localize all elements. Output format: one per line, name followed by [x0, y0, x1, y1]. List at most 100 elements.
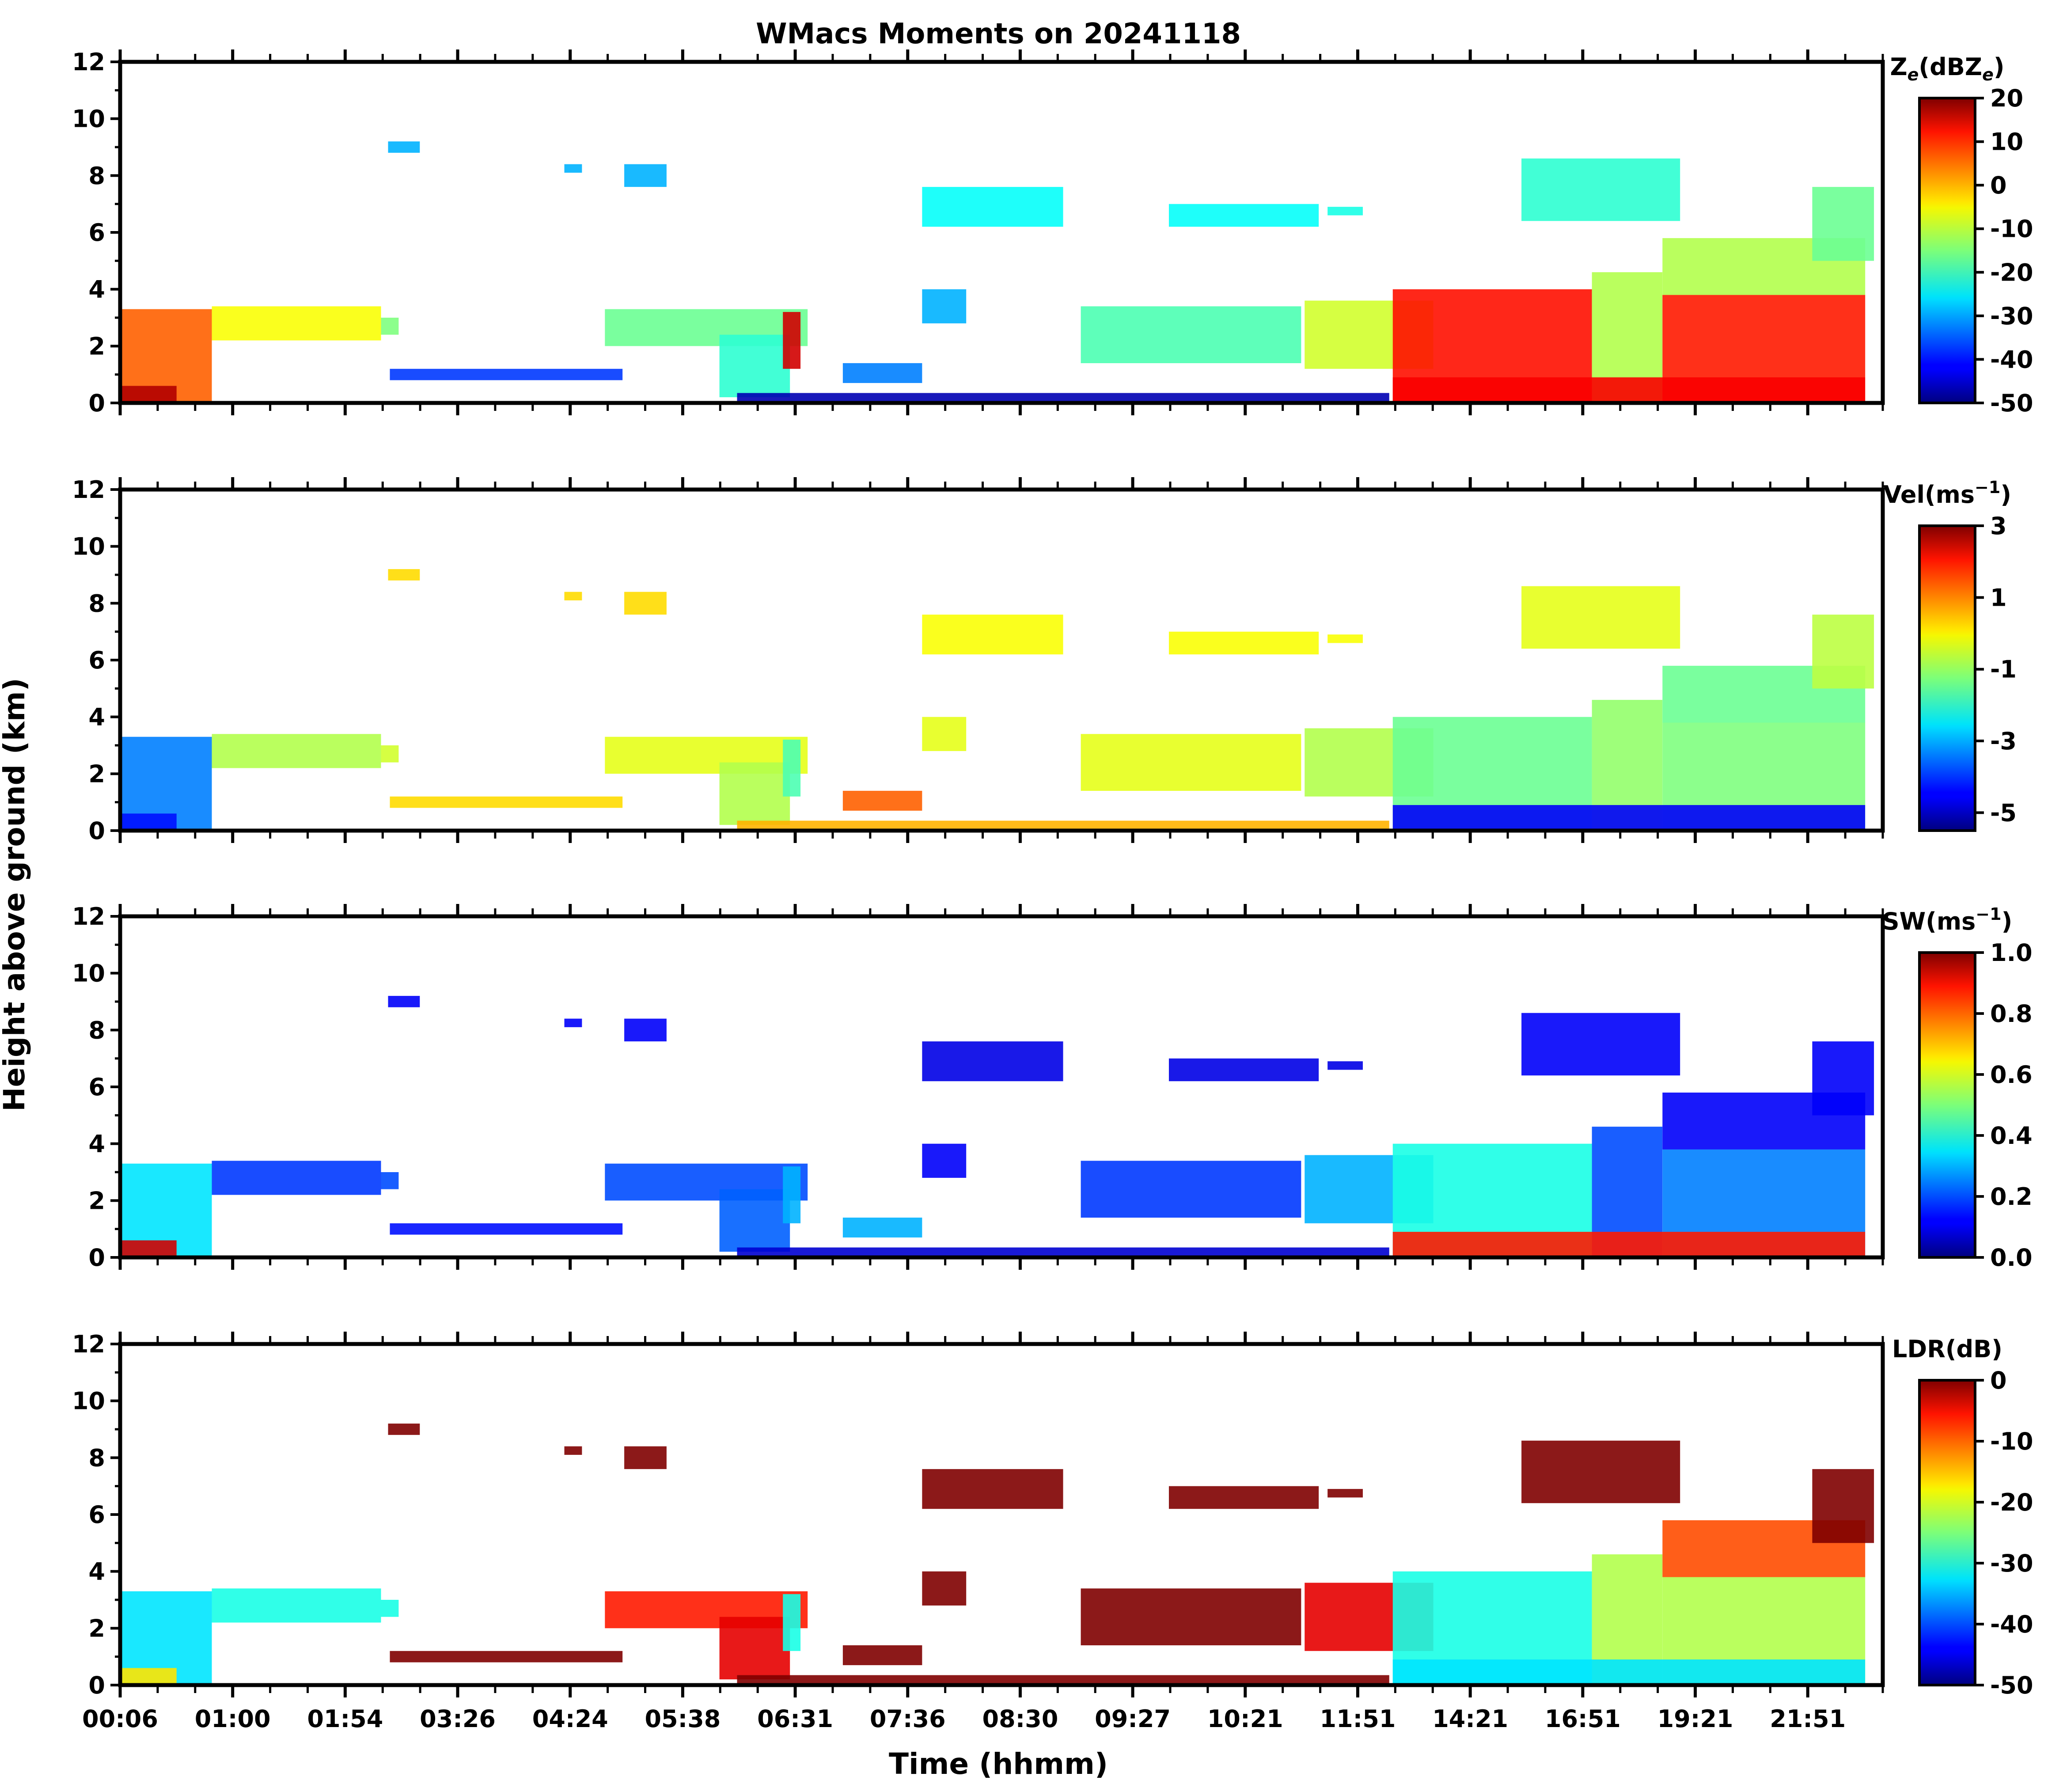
y-tick-label: 10	[72, 960, 105, 987]
cloud-region-16	[1327, 207, 1363, 216]
cloud-region-9	[719, 1617, 790, 1680]
colorbar-tick-label: 20	[1990, 84, 2023, 112]
cloud-region-13	[922, 289, 967, 323]
cloud-region-2	[120, 1240, 177, 1257]
x-tick-label: 16:51	[1545, 1705, 1621, 1733]
x-tick-label: 21:51	[1770, 1705, 1846, 1733]
cloud-region-15	[1169, 631, 1319, 655]
colorbar-tick-label: -30	[1990, 1549, 2033, 1577]
cloud-region-1	[212, 1161, 381, 1195]
chart-title: WMacs Moments on 20241118	[756, 18, 1241, 50]
cloud-region-19	[1521, 1013, 1680, 1076]
colorbar-frame	[1918, 97, 1976, 404]
cloud-region-7	[624, 592, 667, 615]
cloud-region-10	[783, 312, 801, 369]
y-tick-label: 0	[88, 1244, 105, 1272]
cloud-region-4	[388, 141, 420, 153]
y-tick-label: 4	[88, 1558, 105, 1586]
cloud-region-19	[1521, 1440, 1680, 1503]
colorbar-tick-label: -30	[1990, 302, 2033, 330]
colorbar-label: Vel(ms−1)	[1883, 478, 2011, 509]
x-tick-label: 10:21	[1207, 1705, 1283, 1733]
y-tick-label: 4	[88, 1130, 105, 1158]
cloud-region-10	[783, 740, 801, 797]
cloud-region-19	[1521, 158, 1680, 221]
cloud-region-7	[624, 164, 667, 187]
colorbar-frame	[1918, 951, 1976, 1259]
y-tick-label: 10	[72, 1387, 105, 1415]
cloud-region-14	[1081, 734, 1301, 791]
colorbar-tick-label: -50	[1990, 1671, 2033, 1699]
y-tick-label: 12	[72, 903, 105, 930]
cloud-region-12	[922, 1469, 1063, 1509]
cloud-region-13	[922, 1571, 967, 1606]
cloud-region-14	[1081, 1588, 1301, 1645]
cloud-region-4	[388, 569, 420, 581]
cloud-region-4	[388, 996, 420, 1007]
x-tick-label: 00:06	[82, 1705, 158, 1733]
y-tick-label: 2	[88, 1187, 105, 1215]
colorbar-tick-label: -10	[1990, 1428, 2033, 1455]
cloud-region-24	[1392, 377, 1866, 403]
cloud-region-7	[624, 1018, 667, 1042]
panel-reflectivity: 0 2 4 6 8 10 12 20 10 0 -10 -20 -30 -40 -50 Ze(dBZe)	[72, 48, 2033, 417]
cloud-region-25	[737, 1675, 1389, 1685]
colorbar-tick-label: 0.4	[1990, 1122, 2033, 1150]
colorbar-tick-label: -3	[1990, 727, 2017, 755]
cloud-region-1	[212, 1588, 381, 1623]
y-tick-label: 0	[88, 389, 105, 417]
colorbar-tick-label: -50	[1990, 389, 2033, 417]
cloud-region-15	[1169, 204, 1319, 227]
x-axis-label: Time (hhmm)	[889, 1747, 1108, 1781]
y-tick-label: 6	[88, 1501, 105, 1529]
cloud-region-23	[1812, 187, 1874, 261]
cloud-region-6	[564, 592, 582, 600]
colorbar-tick-label: 10	[1990, 128, 2023, 156]
cloud-region-25	[737, 820, 1389, 831]
cloud-region-12	[922, 187, 1063, 227]
colorbar-tick-label: -1	[1990, 656, 2017, 683]
y-tick-label: 8	[88, 1016, 105, 1044]
cloud-region-19	[1521, 586, 1680, 649]
cloud-region-12	[922, 615, 1063, 655]
colorbar-tick-label: 0.2	[1990, 1183, 2033, 1211]
x-tick-label: 09:27	[1095, 1705, 1171, 1733]
panel-ldr: 0 2 4 6 8 10 12 00:06 01:00 01:54 03:26 04:24 05:38 0…	[72, 1330, 2033, 1733]
colorbar-frame	[1918, 524, 1976, 832]
cloud-region-24	[1392, 805, 1866, 831]
cloud-region-24	[1392, 1659, 1866, 1685]
colorbar-tick-label: -20	[1990, 258, 2033, 286]
colorbar-gradient	[1919, 1380, 1975, 1685]
colorbar-gradient	[1919, 98, 1975, 403]
colorbar-tick-label: -10	[1990, 215, 2033, 243]
colorbar-label: LDR(dB)	[1892, 1335, 2002, 1363]
colorbar-tick-label: -20	[1990, 1488, 2033, 1516]
cloud-region-4	[388, 1424, 420, 1435]
y-tick-label: 6	[88, 646, 105, 674]
colorbar-tick-label: -5	[1990, 799, 2017, 827]
cloud-region-7	[624, 1446, 667, 1469]
y-tick-label: 6	[88, 1073, 105, 1101]
cloud-region-11	[842, 1645, 922, 1665]
cloud-region-16	[1327, 1489, 1363, 1498]
panel-velocity: 0 2 4 6 8 10 12 3 1 -1 -3 -5 Vel(ms−1)	[72, 476, 2017, 845]
cloud-region-2	[120, 813, 177, 831]
cloud-region-6	[564, 1446, 582, 1455]
cloud-region-23	[1812, 1469, 1874, 1543]
colorbar-tick-label: 0.8	[1990, 1000, 2033, 1028]
cloud-region-1	[212, 306, 381, 341]
cloud-region-5	[390, 368, 623, 380]
y-tick-label: 10	[72, 105, 105, 133]
colorbar-label: SW(ms−1)	[1882, 904, 2013, 935]
cloud-region-11	[842, 1217, 922, 1238]
cloud-region-23	[1812, 615, 1874, 689]
cloud-region-6	[564, 1018, 582, 1027]
colorbar-frame	[1918, 1379, 1976, 1686]
colorbar-tick-label: 1.0	[1990, 939, 2033, 967]
colorbar-tick-label: -40	[1990, 1610, 2033, 1638]
y-tick-label: 8	[88, 589, 105, 617]
cloud-region-9	[719, 334, 790, 398]
cloud-region-15	[1169, 1058, 1319, 1082]
y-tick-label: 12	[72, 476, 105, 504]
